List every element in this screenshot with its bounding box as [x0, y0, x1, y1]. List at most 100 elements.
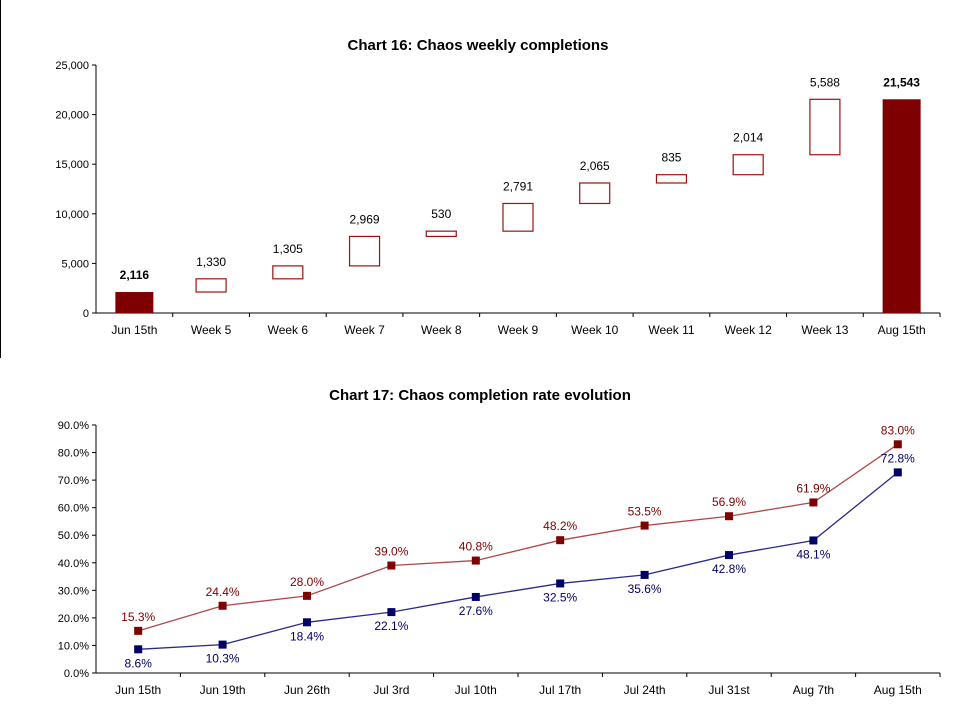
chart-17-series-1-line — [138, 443, 899, 632]
chart-17-series-1-point — [218, 601, 227, 610]
chart-17-series-2-point — [387, 608, 396, 617]
chart-17-x-tick-label: Aug 15th — [874, 683, 922, 697]
chart-17-series-2-data-label: 32.5% — [543, 590, 577, 604]
chart-16-x-tick-label: Week 5 — [191, 323, 232, 337]
chart-17-title: Chart 17: Chaos completion rate evolutio… — [329, 387, 631, 404]
chart-16-x-tick-label: Week 13 — [801, 323, 848, 337]
chart-16-value-label: 2,116 — [120, 268, 150, 282]
chart-17-series-2-point — [809, 536, 818, 545]
chart-16-x-tick-label: Week 12 — [725, 323, 772, 337]
chart-16-x-tick-label: Week 10 — [571, 323, 618, 337]
chart-16-value-label: 835 — [661, 151, 681, 165]
chart-16-value-label: 1,330 — [196, 255, 226, 269]
chart-17-series-1-data-label: 15.3% — [121, 610, 155, 624]
chart-17-series-1-point — [725, 512, 733, 521]
chart-17-series-2-point — [218, 640, 227, 649]
chart-17-series-2-line — [138, 471, 899, 650]
chart-17-series-2-data-label: 8.6% — [125, 656, 153, 670]
chart-16-x-tick-label: Week 9 — [498, 323, 539, 337]
chart-17-y-tick-label: 90.0% — [58, 420, 89, 432]
chart-16-value-label: 21,543 — [883, 75, 920, 89]
chart-17-series-2-data-label: 18.4% — [290, 629, 324, 643]
chart-17-series-2-data-label: 10.3% — [206, 652, 240, 666]
chart-17-series-1-data-label: 40.8% — [459, 540, 493, 554]
chart-16-value-label: 5,588 — [810, 75, 840, 89]
chart-17-completion-rate: Chart 17: Chaos completion rate evolutio… — [58, 387, 941, 697]
chart-16-y-tick-label: 0 — [83, 308, 89, 320]
chart-17-series-1-data-label: 48.2% — [543, 519, 577, 533]
chart-17-y-tick-label: 10.0% — [58, 640, 89, 652]
chart-16-total-bar — [115, 292, 154, 313]
chart-16-x-tick-label: Week 6 — [268, 323, 309, 337]
chart-17-series-2-data-label: 72.8% — [881, 451, 915, 465]
chart-17-y-tick-label: 70.0% — [58, 475, 89, 487]
chart-17-series-2-data-label: 42.8% — [712, 562, 746, 576]
chart-17-series-2-point — [725, 551, 733, 560]
chart-17-series-2-point — [556, 579, 565, 588]
chart-17-series-1-point — [640, 521, 649, 530]
chart-17-series-2-data-label: 48.1% — [796, 547, 830, 561]
chart-16-increment-bar — [272, 265, 304, 280]
chart-17-y-tick-label: 20.0% — [58, 613, 89, 625]
chart-17-series-2-data-label: 22.1% — [374, 619, 408, 633]
chart-16-weekly-completions: Chart 16: Chaos weekly completions 0 5,00… — [55, 37, 941, 337]
chart-16-increment-bar — [348, 235, 381, 267]
chart-17-series-1-data-label: 83.0% — [881, 423, 915, 437]
chart-17-x-tick-label: Jul 3rd — [373, 683, 409, 697]
chart-17-x-tick-label: Jul 31st — [708, 683, 750, 697]
chart-16-increment-bar — [502, 202, 534, 232]
chart-17-series-1-point — [303, 591, 311, 600]
chart-17-y-tick-label: 60.0% — [58, 503, 89, 515]
chart-17-x-tick-label: Jun 26th — [284, 683, 330, 697]
chart-17-series-2-data-label: 27.6% — [459, 604, 493, 618]
chart-17-series-1-point — [387, 561, 396, 570]
chart-17-series-1-data-label: 39.0% — [374, 545, 408, 559]
chart-17-y-tick-label: 40.0% — [58, 558, 89, 570]
chart-16-increment-bar — [809, 98, 841, 156]
chart-16-y-tick-label: 25,000 — [55, 60, 89, 72]
chart-17-series-2-point — [303, 618, 311, 627]
chart-16-increment-bar — [579, 182, 611, 205]
chart-16-x-tick-label: Week 11 — [648, 323, 695, 337]
chart-17-series-1-data-label: 61.9% — [796, 481, 830, 495]
chart-17-series-2-data-label: 35.6% — [628, 582, 662, 596]
chart-17-series-2-point — [893, 468, 902, 477]
chart-16-y-tick-label: 20,000 — [55, 110, 89, 122]
chart-17-series-1-point — [471, 556, 480, 565]
chart-17-series-2-point — [471, 592, 480, 601]
chart-16-value-label: 530 — [431, 207, 451, 221]
chart-17-series-1-point — [809, 498, 818, 507]
chart-17-series-1-point — [556, 536, 565, 545]
chart-16-x-tick-label: Aug 15th — [878, 323, 926, 337]
chart-16-x-tick-label: Week 8 — [421, 323, 462, 337]
chart-16-value-label: 2,065 — [580, 159, 610, 173]
chart-17-y-tick-label: 30.0% — [58, 585, 89, 597]
chart-16-total-bar — [882, 99, 921, 313]
chart-16-y-tick-label: 10,000 — [55, 209, 89, 221]
chart-16-value-label: 1,305 — [273, 242, 303, 256]
chart-16-x-tick-label: Week 7 — [344, 323, 385, 337]
chart-16-y-tick-label: 15,000 — [55, 159, 89, 171]
chart-16-increment-bar — [732, 154, 764, 176]
chart-17-y-tick-label: 80.0% — [58, 448, 89, 460]
chart-16-increment-bar — [425, 230, 457, 238]
chart-16-y-tick-label: 5,000 — [61, 258, 89, 270]
left-border-line — [0, 0, 1, 358]
chart-17-x-tick-label: Jul 17th — [539, 683, 581, 697]
chart-16-increment-bar — [195, 278, 227, 293]
chart-17-y-tick-label: 50.0% — [58, 530, 89, 542]
chart-16-value-label: 2,014 — [733, 131, 763, 145]
chart-16-value-label: 2,791 — [503, 179, 533, 193]
chart-17-x-tick-label: Aug 7th — [793, 683, 834, 697]
chart-17-series-1-point — [893, 440, 902, 449]
chart-17-x-tick-label: Jul 24th — [624, 683, 666, 697]
chart-17-x-tick-label: Jun 19th — [200, 683, 246, 697]
chart-17-series-1-point — [134, 626, 143, 635]
chart-17-series-1-data-label: 24.4% — [206, 585, 240, 599]
chart-17-x-tick-label: Jul 10th — [455, 683, 497, 697]
chart-17-series-2-point — [134, 645, 143, 654]
chart-17-series-1-data-label: 56.9% — [712, 495, 746, 509]
chart-17-series-1-data-label: 53.5% — [628, 505, 662, 519]
chart-16-x-tick-label: Jun 15th — [111, 323, 157, 337]
chart-17-series-1-data-label: 28.0% — [290, 575, 324, 589]
